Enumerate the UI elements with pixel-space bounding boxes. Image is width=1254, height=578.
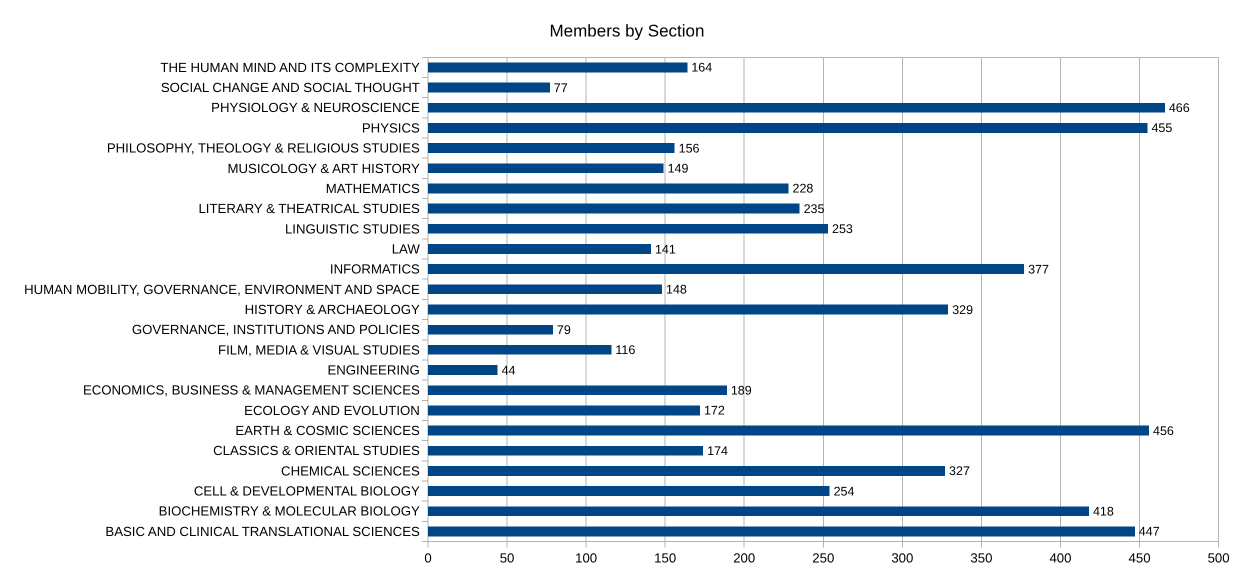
svg-text:164: 164 [691,61,712,75]
svg-text:500: 500 [1208,551,1230,566]
svg-text:377: 377 [1028,262,1049,276]
svg-text:350: 350 [970,551,992,566]
svg-text:327: 327 [949,464,970,478]
svg-text:FILM, MEDIA & VISUAL STUDIES: FILM, MEDIA & VISUAL STUDIES [218,342,420,357]
svg-text:329: 329 [952,303,973,317]
svg-text:LITERARY & THEATRICAL STUDIES: LITERARY & THEATRICAL STUDIES [198,201,420,216]
svg-text:189: 189 [731,383,752,397]
svg-text:466: 466 [1169,101,1190,115]
svg-text:149: 149 [668,162,689,176]
svg-text:300: 300 [891,551,913,566]
svg-text:254: 254 [834,484,855,498]
svg-text:ECONOMICS, BUSINESS & MANAGEME: ECONOMICS, BUSINESS & MANAGEMENT SCIENCE… [83,383,420,398]
svg-text:79: 79 [557,323,571,337]
svg-text:100: 100 [575,551,597,566]
svg-text:400: 400 [1049,551,1071,566]
svg-text:BASIC AND CLINICAL TRANSLATION: BASIC AND CLINICAL TRANSLATIONAL SCIENCE… [105,524,420,539]
svg-text:172: 172 [704,404,725,418]
svg-text:44: 44 [502,363,516,377]
svg-text:418: 418 [1093,505,1114,519]
svg-text:MUSICOLOGY & ART HISTORY: MUSICOLOGY & ART HISTORY [228,161,420,176]
svg-text:156: 156 [679,141,700,155]
svg-text:141: 141 [655,242,676,256]
svg-text:Members by Section: Members by Section [550,22,705,41]
svg-text:50: 50 [500,551,515,566]
svg-text:200: 200 [733,551,755,566]
svg-text:456: 456 [1153,424,1174,438]
svg-text:235: 235 [804,202,825,216]
svg-text:GOVERNANCE, INSTITUTIONS AND P: GOVERNANCE, INSTITUTIONS AND POLICIES [132,322,420,337]
svg-text:MATHEMATICS: MATHEMATICS [326,181,420,196]
svg-text:150: 150 [654,551,676,566]
svg-text:253: 253 [832,222,853,236]
svg-text:EARTH & COSMIC SCIENCES: EARTH & COSMIC SCIENCES [235,423,420,438]
svg-text:250: 250 [812,551,834,566]
svg-text:CHEMICAL SCIENCES: CHEMICAL SCIENCES [281,463,420,478]
svg-text:148: 148 [666,283,687,297]
svg-text:77: 77 [554,81,568,95]
svg-text:455: 455 [1151,121,1172,135]
svg-text:CLASSICS & ORIENTAL STUDIES: CLASSICS & ORIENTAL STUDIES [213,443,420,458]
svg-text:447: 447 [1139,525,1160,539]
svg-text:PHYSICS: PHYSICS [362,120,420,135]
svg-text:0: 0 [424,551,431,566]
svg-text:HUMAN MOBILITY, GOVERNANCE, EN: HUMAN MOBILITY, GOVERNANCE, ENVIRONMENT … [24,282,420,297]
svg-text:ENGINEERING: ENGINEERING [327,363,419,378]
svg-text:CELL & DEVELOPMENTAL BIOLOGY: CELL & DEVELOPMENTAL BIOLOGY [194,484,420,499]
svg-text:116: 116 [615,343,635,357]
svg-text:450: 450 [1129,551,1151,566]
svg-text:174: 174 [707,444,728,458]
svg-text:LAW: LAW [392,241,421,256]
svg-text:SOCIAL CHANGE AND SOCIAL THOUG: SOCIAL CHANGE AND SOCIAL THOUGHT [161,80,420,95]
svg-text:THE HUMAN MIND AND ITS COMPLEX: THE HUMAN MIND AND ITS COMPLEXITY [160,60,420,75]
svg-text:BIOCHEMISTRY & MOLECULAR BIOLO: BIOCHEMISTRY & MOLECULAR BIOLOGY [159,504,420,519]
svg-text:INFORMATICS: INFORMATICS [330,262,420,277]
svg-text:228: 228 [793,182,814,196]
svg-text:PHILOSOPHY, THEOLOGY & RELIGIO: PHILOSOPHY, THEOLOGY & RELIGIOUS STUDIES [107,141,420,156]
svg-text:ECOLOGY AND EVOLUTION: ECOLOGY AND EVOLUTION [244,403,420,418]
svg-text:PHYSIOLOGY & NEUROSCIENCE: PHYSIOLOGY & NEUROSCIENCE [211,100,420,115]
svg-text:HISTORY & ARCHAEOLOGY: HISTORY & ARCHAEOLOGY [245,302,420,317]
svg-text:LINGUISTIC STUDIES: LINGUISTIC STUDIES [285,221,420,236]
